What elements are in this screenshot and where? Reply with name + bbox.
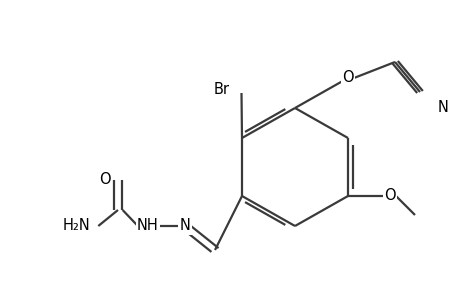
Text: O: O [383,188,395,203]
Text: N: N [437,100,448,116]
Text: O: O [99,172,111,188]
Text: NH: NH [137,218,158,233]
Text: O: O [341,70,353,86]
Text: N: N [179,218,190,233]
Text: Br: Br [213,82,230,98]
Text: H₂N: H₂N [62,218,90,233]
